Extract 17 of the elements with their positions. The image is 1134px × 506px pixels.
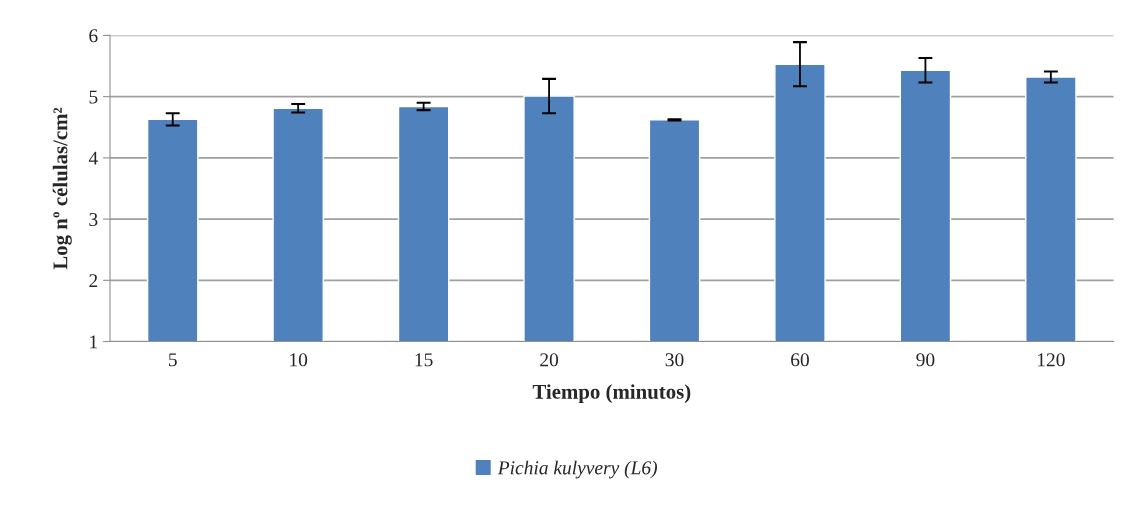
x-tick-label: 30 (665, 353, 684, 367)
y-tick-label: 1 (90, 335, 98, 349)
legend-label: Pichia kulyvery (L6) (497, 460, 657, 479)
x-tick-label: 90 (916, 353, 935, 367)
x-axis-title: Tiempo (minutos) (532, 384, 691, 404)
x-tick-label: 10 (290, 353, 308, 367)
y-tick-label: 5 (89, 90, 98, 104)
x-tick-label: 60 (791, 353, 809, 367)
y-tick-label: 4 (88, 151, 98, 165)
y-axis-title: Log nº células/cm² (52, 107, 72, 270)
y-tick-label: 3 (89, 212, 98, 227)
x-tick-label: 120 (1037, 353, 1065, 367)
x-tick-label: 20 (540, 353, 559, 367)
x-tick-label: 5 (168, 353, 177, 367)
x-tick-label: 15 (415, 353, 433, 367)
y-tick-label: 2 (89, 274, 98, 288)
y-tick-label: 6 (89, 29, 98, 43)
